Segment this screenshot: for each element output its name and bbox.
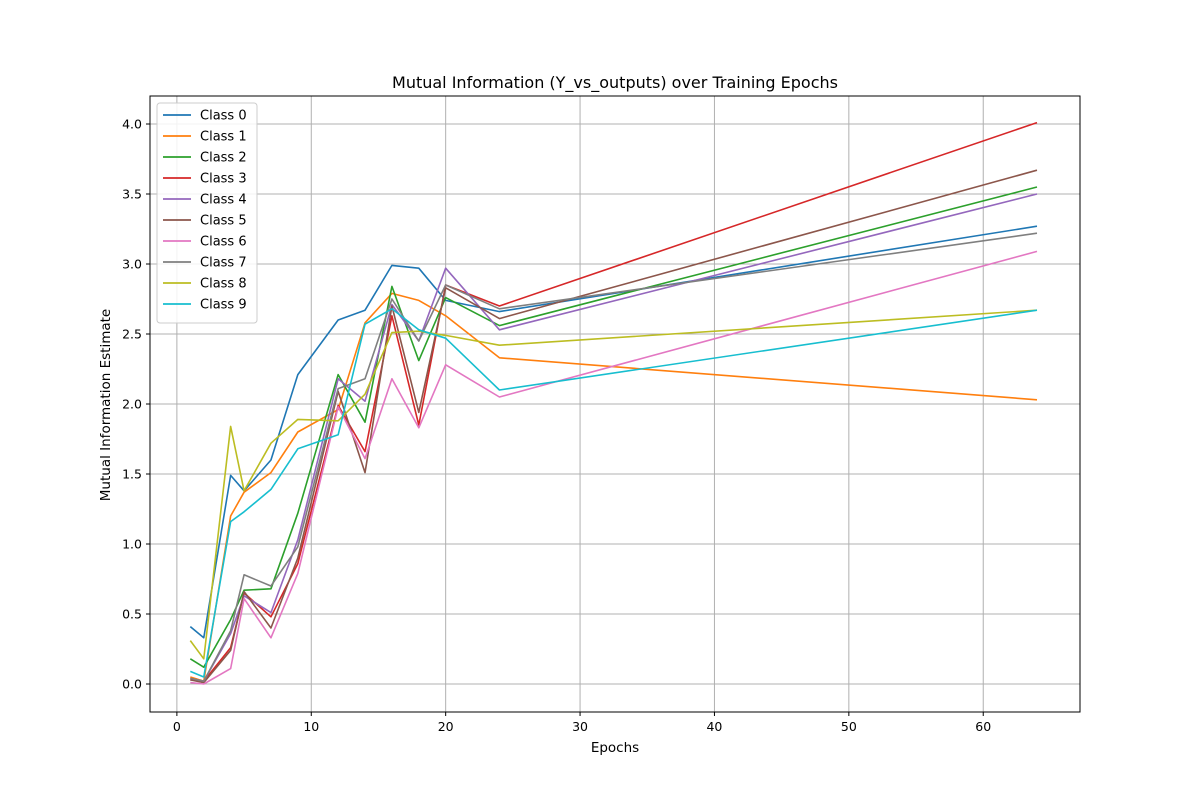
- series-lines: [189, 121, 1038, 685]
- series-line-class-7: [190, 232, 1038, 683]
- x-tick-label: 40: [706, 719, 722, 734]
- legend: Class 0 Class 1 Class 2 Class 3 Class 4 Class…: [156, 102, 258, 324]
- series-line-class-0: [189, 225, 1038, 639]
- y-tick-label: 0.0: [122, 677, 142, 692]
- legend-entry: Class 0: [200, 109, 247, 124]
- y-tick-label: 3.5: [122, 187, 142, 202]
- legend-entry: Class 5: [200, 214, 247, 229]
- y-tick-label: 2.5: [122, 327, 142, 342]
- legend-box: [156, 102, 258, 324]
- grid-lines: [150, 96, 1080, 712]
- y-tick-label: 2.0: [122, 397, 142, 412]
- y-tick-label: 0.5: [122, 607, 142, 622]
- x-axis-ticks: 0 10 20 30 40 50 60: [173, 712, 991, 734]
- x-tick-label: 0: [173, 719, 181, 734]
- x-tick-label: 10: [303, 719, 319, 734]
- series-line-class-4: [190, 193, 1038, 683]
- legend-entry: Class 8: [200, 277, 247, 292]
- legend-entry: Class 2: [200, 151, 247, 166]
- y-axis-ticks: 0.0 0.5 1.0 1.5 2.0 2.5 3.0 3.5 4.0: [122, 117, 150, 692]
- legend-entry: Class 3: [200, 172, 247, 187]
- legend-entry: Class 7: [200, 256, 247, 271]
- legend-entry: Class 4: [200, 193, 247, 208]
- y-tick-label: 1.0: [122, 537, 142, 552]
- legend-entry: Class 9: [200, 298, 247, 313]
- series-line-class-8: [189, 309, 1038, 660]
- legend-entry: Class 6: [200, 235, 247, 250]
- y-tick-label: 4.0: [122, 117, 142, 132]
- chart-title: Mutual Information (Y_vs_outputs) over T…: [392, 73, 838, 93]
- x-tick-label: 30: [572, 719, 588, 734]
- y-axis-label: Mutual Information Estimate: [98, 309, 114, 501]
- x-axis-label: Epochs: [591, 740, 639, 756]
- series-line-class-9: [190, 307, 1038, 678]
- series-line-class-6: [190, 250, 1038, 685]
- x-tick-label: 20: [438, 719, 454, 734]
- legend-entry: Class 1: [200, 130, 247, 145]
- y-tick-label: 1.5: [122, 467, 142, 482]
- x-tick-label: 60: [975, 719, 991, 734]
- series-line-class-2: [189, 186, 1038, 669]
- y-tick-label: 3.0: [122, 257, 142, 272]
- x-tick-label: 50: [841, 719, 857, 734]
- series-line-class-3: [190, 121, 1038, 683]
